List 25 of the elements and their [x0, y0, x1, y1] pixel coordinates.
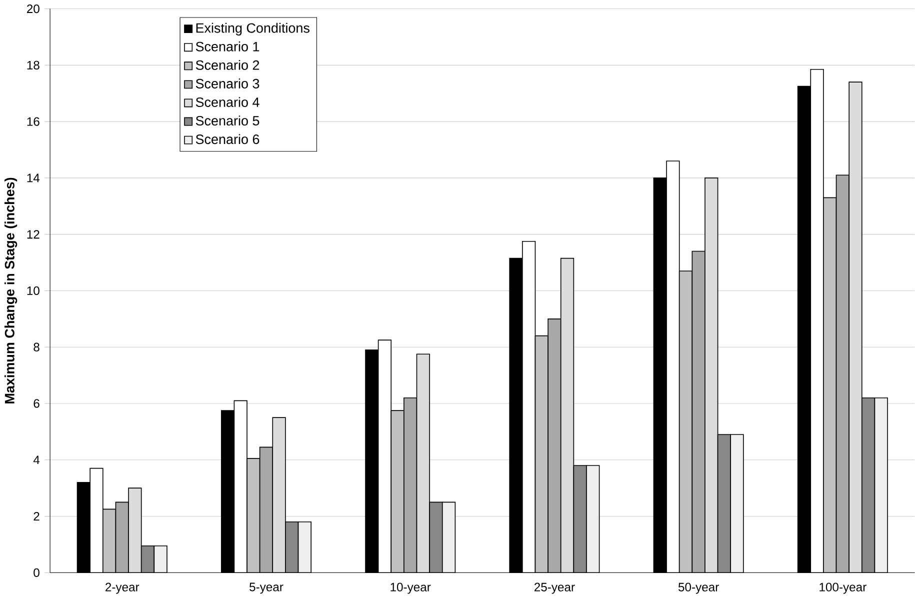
y-tick-label: 0 [34, 568, 40, 577]
y-tick-label: 18 [27, 60, 40, 70]
x-tick-label: 25-year [534, 582, 575, 594]
legend-label: Scenario 1 [196, 41, 260, 52]
legend-label: Scenario 2 [196, 60, 260, 70]
y-tick-label: 16 [27, 117, 40, 126]
x-tick-label: 10-year [390, 582, 431, 594]
legend-label: Scenario 4 [196, 96, 260, 107]
legend-label: Scenario 5 [196, 115, 260, 126]
x-tick-label: 2-year [106, 582, 140, 594]
y-tick-label: 20 [27, 4, 40, 13]
legend-label: Scenario 6 [196, 134, 260, 144]
y-tick-label: 6 [34, 399, 40, 408]
y-axis-title: Maximum Change in Stage (inches) [4, 178, 18, 404]
x-tick-label: 50-year [678, 582, 719, 594]
y-tick-label: 2 [34, 512, 40, 520]
legend-label: Scenario 3 [196, 78, 260, 88]
legend-label: Existing Conditions [196, 22, 310, 36]
y-tick-label: 14 [27, 174, 40, 182]
y-tick-label: 12 [27, 230, 40, 238]
x-tick-label: 5-year [250, 582, 284, 594]
y-tick-label: 8 [34, 342, 40, 352]
x-tick-label: 100-year [820, 582, 866, 594]
y-tick-label: 4 [33, 456, 40, 464]
y-tick-label: 10 [27, 286, 40, 295]
